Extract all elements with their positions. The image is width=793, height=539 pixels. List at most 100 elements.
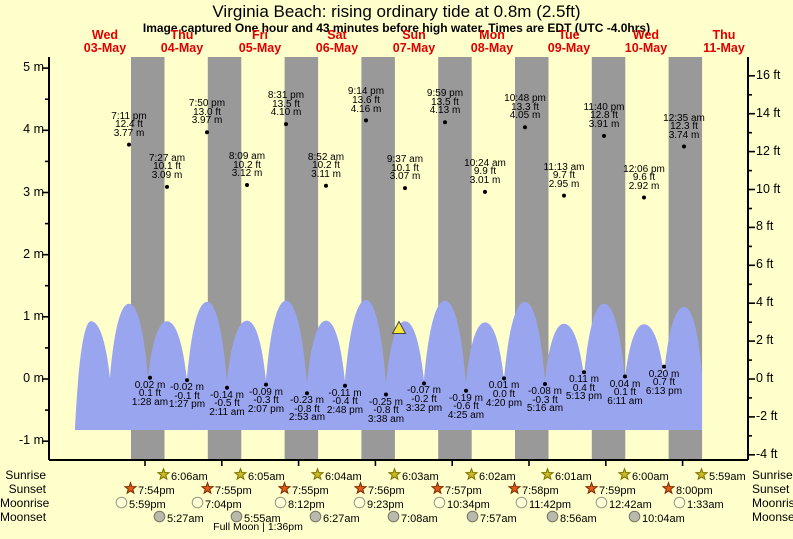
star-icon [353, 481, 368, 495]
low-tide-annotation: -0.25 m -0.8 ft 3:38 am [367, 396, 405, 425]
moonrise-item-time: 11:42pm [529, 499, 571, 511]
tide-event-dot [284, 122, 288, 127]
tide-event-dot [225, 385, 229, 390]
moon-icon [628, 510, 641, 523]
sunrise-item: 6:04am [310, 467, 362, 484]
right-axis-label: 12 ft [756, 143, 781, 158]
tide-event-dot [543, 382, 547, 386]
high-tide-annotation: 7:11 pm 12.4 ft 3.77 m [111, 110, 147, 139]
right-axis-label: 10 ft [756, 181, 781, 196]
current-tide-marker [391, 320, 407, 334]
day-date: 04-May [160, 41, 204, 55]
sunrise-row-label-left: Sunrise [5, 468, 46, 482]
sunrise-item-time: 5:59am [709, 471, 746, 483]
star-icon [694, 467, 709, 481]
tide-event-dot [623, 374, 627, 379]
sunrise-item: 5:59am [694, 467, 746, 484]
moonset-item-time: 7:57am [480, 513, 517, 525]
star-icon [507, 481, 522, 495]
chart-subtitle: Image captured One hour and 43 minutes b… [142, 21, 651, 35]
day-name: Wed [91, 28, 119, 42]
moon-icon [115, 496, 128, 509]
star-icon [430, 481, 445, 495]
moonset-item: 5:27am [153, 509, 204, 526]
tide-event-dot [443, 120, 447, 125]
day-date: 08-May [470, 41, 514, 55]
moonrise-item: 10:34pm [433, 495, 490, 512]
day-label: Fri 05-May [225, 29, 295, 55]
moon-icon [595, 496, 608, 509]
sunrise-item: 6:01am [540, 467, 592, 484]
sunset-item: 7:55pm [277, 481, 329, 498]
moonrise-item-time: 1:33am [687, 499, 724, 511]
moon-icon [353, 496, 366, 509]
high-tide-annotation: 11:13 am 9.7 ft 2.95 m [543, 161, 585, 190]
right-axis-label: 2 ft [756, 333, 774, 348]
high-tide-annotation: 8:31 pm 13.5 ft 4.10 m [267, 90, 305, 119]
high-tide-annotation: 12:06 pm 9.6 ft 2.92 m [623, 163, 665, 192]
moonrise-item-time: 9:23pm [367, 499, 404, 511]
sunset-item-time: 7:55pm [292, 485, 329, 497]
moon-phase-label: Full Moon | 1:36pm [213, 521, 303, 533]
high-tide-annotation: 12:35 am 12.3 ft 3.74 m [663, 112, 705, 141]
low-tide-annotation: 0.11 m 0.4 ft 5:13 pm [565, 374, 603, 403]
sunset-item-time: 7:58pm [522, 485, 559, 497]
star-icon [123, 481, 138, 495]
day-label: Wed 03-May [70, 29, 140, 55]
moon-icon [230, 510, 243, 523]
star-icon [540, 467, 555, 481]
low-tide-annotation: -0.08 m -0.3 ft 5:16 am [526, 386, 564, 415]
tide-event-dot [483, 189, 487, 194]
sunrise-item-time: 6:02am [479, 471, 516, 483]
left-axis-label: -1 m [19, 433, 44, 448]
moon-icon [274, 496, 287, 509]
moonset-item-time: 5:27am [167, 513, 204, 525]
low-tide-annotation: -0.23 m -0.8 ft 2:53 am [288, 395, 326, 424]
moonset-row-label-right: Moonset [752, 510, 793, 524]
moon-icon [191, 496, 204, 509]
moonrise-item: 7:04pm [191, 495, 242, 512]
sunset-row-label-left: Sunset [8, 482, 46, 496]
sunrise-item-time: 6:00am [632, 471, 669, 483]
left-axis-label: 0 m [23, 371, 44, 385]
day-name: Wed [632, 28, 660, 42]
tide-event-dot [185, 378, 189, 383]
day-label: Sun 07-May [379, 29, 449, 55]
star-icon [156, 467, 171, 481]
axis-frame [48, 57, 749, 461]
day-date: 10-May [624, 41, 668, 55]
moonrise-item: 12:42am [595, 495, 652, 512]
day-label: Thu 04-May [147, 29, 217, 55]
moonset-item: 7:57am [466, 509, 517, 526]
high-tide-annotation: 7:27 am 10.1 ft 3.09 m [148, 152, 186, 182]
sunset-item: 7:58pm [507, 481, 559, 498]
sunset-item: 7:56pm [353, 481, 405, 498]
tide-event-dot [324, 183, 328, 188]
tide-curve [75, 300, 702, 430]
low-tide-annotation: -0.07 m -0.2 ft 3:32 pm [405, 385, 443, 414]
star-icon [200, 481, 215, 495]
right-axis-label: 16 ft [756, 67, 781, 82]
sunset-item-time: 7:59pm [599, 485, 636, 497]
high-tide-annotation: 9:37 am 10.1 ft 3.07 m [386, 154, 424, 183]
star-icon [661, 481, 676, 495]
sunset-row-label-right: Sunset [752, 482, 790, 496]
low-tide-annotation: -0.19 m -0.6 ft 4:25 am [447, 392, 485, 421]
low-tide-annotation: -0.09 m -0.3 ft 2:07 pm [247, 386, 285, 415]
tide-event-dot [127, 142, 131, 147]
sunrise-item-time: 6:03am [402, 471, 439, 483]
moonrise-item: 5:59pm [115, 495, 166, 512]
star-icon [233, 467, 248, 481]
moonset-item: 8:56am [546, 509, 597, 526]
moonset-item-time: 5:55am [244, 513, 281, 525]
moonrise-row-label-right: Moonrise [752, 496, 793, 510]
moon-icon [387, 510, 400, 523]
moon-icon [309, 510, 322, 523]
moonrise-item-time: 12:42am [609, 499, 652, 511]
low-tide-annotation: -0.02 m -0.1 ft 1:27 pm [168, 382, 206, 411]
day-label: Thu 11-May [689, 29, 759, 55]
tide-event-dot [502, 376, 506, 381]
star-icon [617, 467, 632, 481]
low-tide-annotation: 0.04 m 0.1 ft 6:11 am [607, 378, 643, 407]
high-tide-annotation: 9:59 pm 13.5 ft 4.13 m [426, 88, 464, 117]
